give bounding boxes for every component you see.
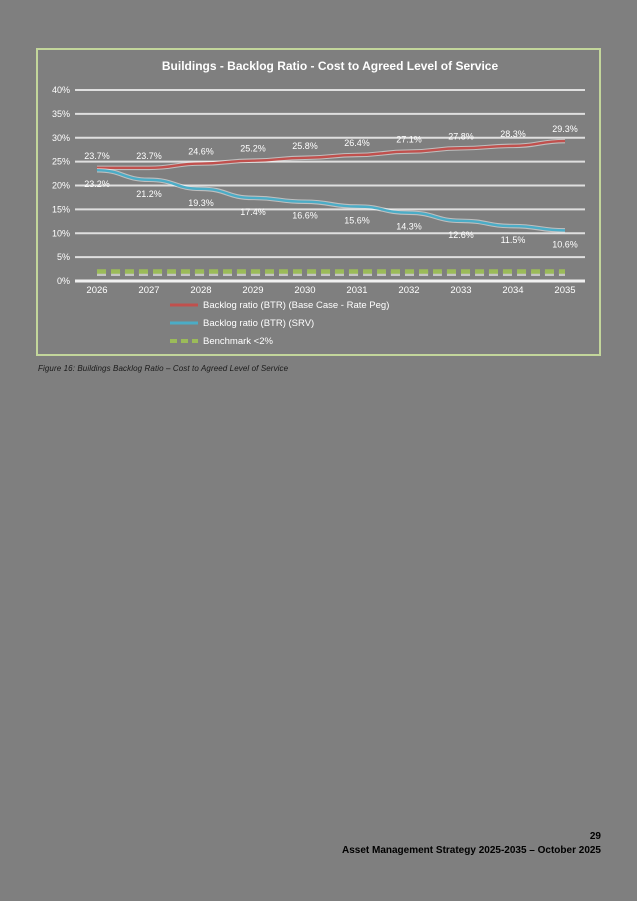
data-label: 23.7% [136, 151, 162, 161]
y-tick-label: 0% [57, 276, 70, 286]
data-label: 19.3% [188, 198, 214, 208]
y-tick-label: 15% [52, 204, 70, 214]
x-tick-label: 2029 [242, 285, 263, 296]
x-tick-label: 2032 [398, 285, 419, 296]
data-label: 15.6% [344, 216, 370, 226]
x-tick-label: 2035 [554, 285, 575, 296]
data-label: 17.4% [240, 207, 266, 217]
legend-label: Backlog ratio (BTR) (SRV) [203, 318, 314, 329]
series-halo-1 [96, 167, 566, 233]
data-label: 26.4% [344, 138, 370, 148]
y-tick-label: 20% [52, 181, 70, 191]
data-label: 29.3% [552, 124, 578, 134]
x-tick-label: 2034 [502, 285, 523, 296]
data-label: 21.2% [136, 189, 162, 199]
data-label: 28.3% [500, 129, 526, 139]
y-tick-label: 5% [57, 252, 70, 262]
data-label: 23.2% [84, 179, 110, 189]
series-line-1 [96, 169, 566, 232]
data-label: 14.3% [396, 222, 422, 232]
data-label: 25.8% [292, 141, 318, 151]
data-label: 16.6% [292, 211, 318, 221]
x-tick-label: 2028 [190, 285, 211, 296]
legend-label: Backlog ratio (BTR) (Base Case - Rate Pe… [203, 300, 389, 311]
chart-title: Buildings - Backlog Ratio - Cost to Agre… [162, 59, 499, 73]
data-label: 23.7% [84, 151, 110, 161]
page-number: 29 [589, 831, 601, 842]
data-label: 11.5% [501, 235, 526, 245]
chart-canvas: Buildings - Backlog Ratio - Cost to Agre… [52, 59, 585, 347]
data-label: 27.1% [396, 135, 422, 145]
x-tick-label: 2030 [294, 285, 315, 296]
data-label: 27.8% [448, 131, 474, 141]
data-label: 12.6% [448, 230, 474, 240]
y-tick-label: 40% [52, 85, 70, 95]
footer-title: Asset Management Strategy 2025-2035 – Oc… [341, 845, 601, 856]
data-label: 24.6% [188, 147, 214, 157]
page-footer: 29 Asset Management Strategy 2025-2035 –… [342, 830, 601, 858]
data-label: 25.2% [240, 144, 266, 154]
y-tick-label: 10% [52, 228, 70, 238]
data-label: 10.6% [552, 239, 578, 249]
series-halo-0 [96, 138, 566, 171]
series-line-0 [96, 139, 566, 170]
x-tick-label: 2033 [450, 285, 471, 296]
x-tick-label: 2027 [138, 285, 159, 296]
y-tick-label: 35% [52, 109, 70, 119]
backlog-ratio-chart: Buildings - Backlog Ratio - Cost to Agre… [36, 48, 601, 356]
y-tick-label: 30% [52, 133, 70, 143]
x-tick-label: 2026 [86, 285, 107, 296]
y-tick-label: 25% [52, 157, 70, 167]
legend-label: Benchmark <2% [203, 336, 274, 347]
x-tick-label: 2031 [346, 285, 367, 296]
figure-caption: Figure 16: Buildings Backlog Ratio – Cos… [38, 364, 289, 373]
